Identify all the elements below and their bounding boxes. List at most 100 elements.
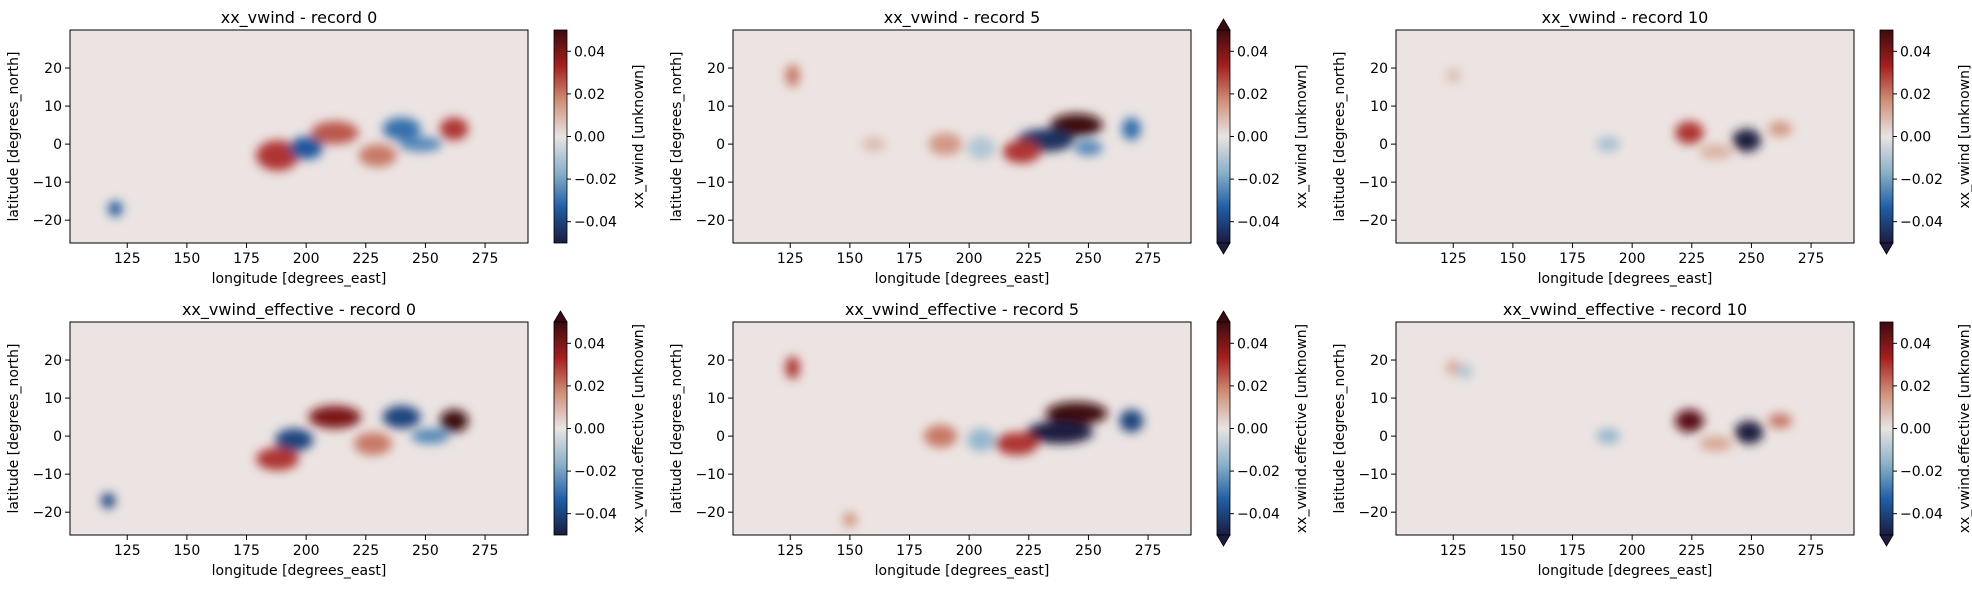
field-feature — [256, 447, 299, 471]
colorbar-tick-label: −0.02 — [1237, 172, 1280, 188]
subplot-3: xx_vwind_effective - record 0 125 150 175 20… — [6, 300, 647, 579]
colorbar-tick-label: −0.02 — [1900, 464, 1943, 480]
x-tick-label: 150 — [1500, 543, 1527, 559]
x-tick-label: 250 — [1738, 543, 1765, 559]
field-feature — [1732, 128, 1761, 152]
colorbar-gradient — [554, 30, 567, 243]
field-feature — [995, 432, 1039, 456]
field-blur — [1446, 68, 1792, 160]
subplot-5: xx_vwind_effective - record 10 125 150 175 2… — [1332, 300, 1972, 579]
field-feature — [1026, 420, 1094, 444]
field-feature — [1768, 413, 1792, 429]
colorbar-gradient — [1880, 322, 1893, 535]
subplot-title: xx_vwind_effective - record 5 — [845, 300, 1079, 320]
colorbar-tick-label: 0.02 — [574, 87, 605, 103]
colorbar-label: xx_vwind.effective [unknown] — [1957, 324, 1972, 533]
y-tick-label: −20 — [695, 213, 725, 229]
x-tick-label: 150 — [837, 543, 864, 559]
field-feature — [358, 144, 397, 167]
field-feature — [785, 64, 800, 88]
x-tick-label: 125 — [1440, 543, 1467, 559]
field-feature — [1768, 121, 1792, 137]
field-feature — [289, 136, 323, 160]
x-tick-label: 225 — [352, 251, 379, 267]
x-tick-label: 225 — [1678, 251, 1705, 267]
x-tick-label: 175 — [233, 543, 260, 559]
axes-frame — [732, 29, 1192, 244]
x-axis-label: longitude [degrees_east] — [1538, 563, 1713, 579]
colorbar: −0.04 −0.02 0.00 0.02 0.04 xx_vwind.effective… — [1879, 321, 1972, 547]
colorbar-tick-label: 0.00 — [1237, 130, 1268, 146]
colorbar-tick-label: 0.00 — [574, 422, 605, 438]
colorbar-tick-label: 0.02 — [574, 379, 605, 395]
x-axis-label: longitude [degrees_east] — [875, 271, 1050, 287]
colorbar-tick-label: −0.04 — [1237, 215, 1280, 231]
x-tick-label: 200 — [956, 251, 983, 267]
colorbar-tick-label: −0.04 — [1237, 507, 1280, 523]
y-tick-label: −20 — [32, 213, 62, 229]
y-tick-label: 0 — [716, 429, 725, 445]
field-blur — [108, 117, 469, 217]
field-feature — [1045, 401, 1108, 425]
colorbar-label: xx_vwind [unknown] — [631, 65, 647, 209]
colorbar-gradient — [554, 322, 567, 535]
plot-background — [733, 30, 1191, 243]
field-feature — [1119, 409, 1144, 433]
field-layer — [1446, 68, 1792, 160]
field-feature — [842, 512, 858, 528]
y-tick-label: 0 — [1379, 137, 1388, 153]
colorbar-tick-label: 0.00 — [574, 130, 605, 146]
axes-frame — [1395, 29, 1855, 244]
x-tick-label: 125 — [777, 543, 804, 559]
colorbar-label: xx_vwind [unknown] — [1294, 65, 1310, 209]
colorbar-tick-label: 0.02 — [1237, 87, 1268, 103]
colorbar-tick-label: −0.02 — [1237, 464, 1280, 480]
y-tick-label: 10 — [44, 391, 62, 407]
field-feature — [411, 428, 450, 444]
x-tick-label: 200 — [293, 543, 320, 559]
y-tick-label: 20 — [707, 353, 725, 369]
x-tick-label: 250 — [412, 543, 439, 559]
plot-background — [733, 322, 1191, 535]
y-tick-label: 20 — [44, 353, 62, 369]
field-layer — [108, 117, 469, 217]
colorbar-extend-min — [1879, 534, 1894, 547]
subplot-4: xx_vwind_effective - record 5 125 150 175 20… — [669, 300, 1310, 579]
field-feature — [353, 432, 393, 456]
colorbar-tick-label: 0.02 — [1900, 87, 1931, 103]
field-feature — [399, 136, 443, 152]
colorbar-extend-min — [1216, 242, 1231, 255]
y-tick-label: 10 — [1370, 99, 1388, 115]
colorbar-tick-label: 0.04 — [1237, 336, 1268, 352]
x-tick-label: 125 — [114, 251, 141, 267]
field-feature — [1458, 363, 1473, 380]
field-feature — [966, 428, 996, 452]
y-tick-label: 20 — [44, 61, 62, 77]
field-feature — [1698, 144, 1733, 160]
y-axis-label: latitude [degrees_north] — [6, 344, 22, 514]
x-tick-label: 250 — [1075, 251, 1102, 267]
colorbar-tick-label: 0.00 — [1900, 130, 1931, 146]
colorbar-gradient — [1880, 30, 1893, 243]
field-feature — [928, 132, 962, 156]
field-blur — [785, 64, 1141, 164]
x-tick-label: 150 — [174, 251, 201, 267]
field-feature — [439, 117, 469, 141]
x-tick-label: 175 — [1559, 543, 1586, 559]
colorbar-tick-label: −0.02 — [1900, 172, 1943, 188]
y-tick-label: 0 — [1379, 429, 1388, 445]
colorbar-tick-label: −0.04 — [574, 507, 617, 523]
axes-frame — [69, 321, 529, 536]
colorbar-tick-label: 0.04 — [1237, 44, 1268, 60]
colorbar-tick-label: 0.04 — [1900, 336, 1931, 352]
axes-frame — [732, 321, 1192, 536]
x-tick-label: 125 — [1440, 251, 1467, 267]
colorbar-tick-label: −0.02 — [574, 172, 617, 188]
field-feature — [1002, 140, 1041, 164]
colorbar-tick-label: −0.04 — [1900, 507, 1943, 523]
colorbar: −0.04 −0.02 0.00 0.02 0.04 xx_vwind.effective… — [553, 310, 647, 536]
y-tick-label: −20 — [32, 505, 62, 521]
colorbar-label: xx_vwind.effective [unknown] — [1294, 324, 1310, 533]
